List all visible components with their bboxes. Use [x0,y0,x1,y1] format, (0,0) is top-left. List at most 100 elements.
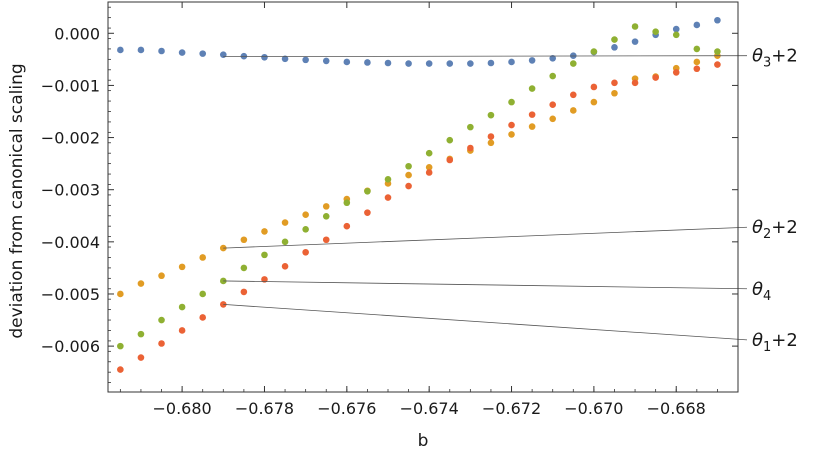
data-point [611,89,618,97]
x-axis-ticks: −0.680 −0.678 −0.676 −0.674 −0.672 −0.670 −0.6… [119,2,739,418]
plot-frame [107,1,739,393]
callout-line [223,304,748,341]
callout-line [223,55,748,58]
y-tick-label: 0.000 [54,24,100,43]
series-label-symbol: θ [752,217,763,238]
series-label: θ2+2 [752,217,798,242]
data-point [467,60,474,67]
data-point [611,44,618,51]
data-point [672,25,680,33]
data-point [446,60,454,67]
data-point [322,212,330,220]
data-point [405,171,412,179]
y-tick-label: −0.001 [41,76,100,95]
series-label-subscript: 2 [763,227,771,242]
data-point [693,45,701,53]
y-axis-ticks: 0.000 −0.001 −0.002 −0.003 −0.004 −0.005 −0.00… [41,6,738,384]
data-point [693,58,701,66]
data-point [322,57,330,65]
data-point [364,59,371,66]
data-point [343,222,351,230]
data-point [528,111,536,118]
data-point [302,248,309,256]
data-point [322,203,330,210]
data-point [261,228,268,235]
series-label-suffix: +2 [771,46,798,67]
data-point [343,58,351,66]
y-tick-label: −0.004 [41,233,100,252]
data-point [405,162,412,170]
data-point [405,182,412,190]
series-label-suffix: +2 [771,330,798,351]
data-point [590,83,598,91]
data-point [302,211,309,219]
data-point [590,48,598,55]
data-point [569,107,577,114]
data-point [178,303,186,311]
data-point [611,36,618,43]
data-point [528,57,536,64]
data-point [467,123,474,131]
data-point [158,340,165,347]
callout-line [223,226,748,249]
series-label: θ1+2 [752,330,798,355]
data-point [425,149,433,157]
x-tick-label: −0.668 [647,399,706,418]
data-point [158,47,165,55]
data-point [281,55,289,63]
series-0 [117,16,721,67]
x-tick-label: −0.674 [400,399,459,418]
data-point [158,316,165,324]
data-point [425,169,433,176]
series-1 [117,52,721,298]
data-point [672,69,680,76]
x-tick-label: −0.676 [317,399,376,418]
data-point [281,238,289,246]
data-point [487,139,495,147]
callout-line [223,280,748,290]
series-label-subscript: 3 [763,56,771,71]
x-tick-label: −0.672 [482,399,541,418]
data-point [693,65,701,73]
data-point [549,115,557,123]
data-point [117,46,124,54]
series-2 [117,23,721,350]
data-point [631,38,639,45]
series-label-symbol: θ [752,46,763,67]
data-point [178,263,186,271]
data-point [178,49,186,56]
data-point [528,123,536,130]
data-point [384,194,392,201]
data-point [714,61,721,68]
data-point [569,60,577,67]
data-point [137,354,145,361]
data-point [261,276,268,283]
series-label: θ4 [752,279,771,304]
data-point [199,254,207,261]
series-label-symbol: θ [752,279,763,300]
data-point [508,58,515,66]
data-point [261,251,268,259]
data-point [693,21,701,29]
series-label-subscript: 1 [763,340,771,355]
data-point [528,85,536,92]
data-point [405,60,412,67]
data-point [590,98,598,106]
data-point [117,290,124,298]
y-tick-label: −0.002 [41,129,100,148]
data-point [549,101,557,109]
data-point [611,79,618,87]
x-tick-label: −0.678 [235,399,294,418]
data-point [302,56,309,64]
data-point [714,16,721,24]
data-point [549,72,557,80]
data-point [446,156,454,164]
data-point [343,199,351,207]
data-point [137,280,145,287]
y-tick-label: −0.003 [41,181,100,200]
series-label-symbol: θ [752,330,763,351]
data-point [117,342,124,350]
y-tick-label: −0.005 [41,285,100,304]
